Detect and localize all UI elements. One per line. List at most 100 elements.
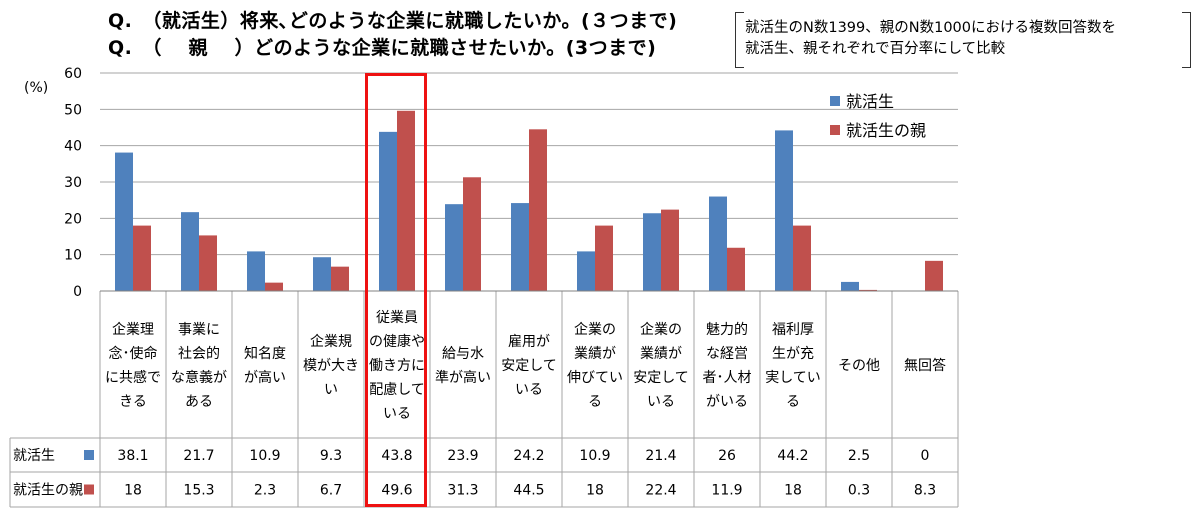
table-cell-value: 44.5 (513, 483, 544, 499)
note-bracket-left (735, 12, 744, 68)
table-cell-value: 21.4 (645, 448, 676, 464)
table-legend-swatch (84, 484, 94, 495)
category-label: に共感で (105, 369, 161, 386)
category-label: な意義が (171, 369, 227, 386)
legend-label: 就活生 (846, 92, 894, 111)
legend-swatch (830, 125, 840, 135)
bar-parent (199, 235, 217, 291)
table-cell-value: 18 (784, 483, 802, 499)
category-label: がいる (706, 394, 748, 410)
note-bracket-right (1182, 12, 1191, 68)
category-label: 企業の (574, 321, 616, 338)
category-label: 安定して (633, 370, 689, 386)
y-tick-label: 60 (64, 66, 82, 82)
bar-student (445, 204, 463, 291)
category-label: 働き方に (369, 358, 425, 374)
category-label: 知名度 (244, 345, 286, 362)
bar-parent (397, 110, 415, 291)
note-line-1: 就活生のN数1399、親のN数1000における複数回答数を (745, 20, 1116, 36)
highlight-box (365, 73, 427, 507)
y-axis-unit-label: (%) (24, 80, 48, 96)
table-cell-value: 22.4 (645, 483, 676, 499)
bar-parent (529, 129, 547, 291)
note-box: 就活生のN数1399、親のN数1000における複数回答数を 就活生、親それぞれで… (735, 12, 1191, 68)
y-tick-label: 40 (64, 139, 82, 155)
category-label: 給与水 (442, 346, 484, 362)
category-label: な経営 (706, 346, 748, 362)
category-label: の健康や (369, 333, 425, 350)
question-title-parent: Q. （ 親 ）どのような企業に就職させたいか。(3つまで) (108, 37, 657, 59)
table-cell-value: 11.9 (711, 483, 742, 499)
category-label: 準が高い (435, 369, 491, 386)
table-cell-value: 6.7 (320, 483, 342, 499)
category-label: その他 (838, 358, 880, 374)
category-label: いる (647, 394, 675, 410)
bar-student (841, 281, 859, 291)
bar-student (247, 251, 265, 291)
table-cell-value: 15.3 (183, 483, 214, 499)
category-label: 社会的 (178, 346, 220, 362)
bar-student (577, 251, 595, 291)
bar-parent (661, 209, 679, 291)
category-label: 魅力的 (706, 322, 748, 338)
table-cell-value: 8.3 (914, 483, 936, 499)
bar-student (643, 213, 661, 291)
bar-parent (793, 225, 811, 291)
bar-student (511, 203, 529, 291)
table-cell-value: 2.3 (254, 483, 276, 499)
table-cell-value: 43.8 (381, 448, 412, 464)
bar-parent (463, 177, 481, 291)
table-row-header: 就活生 (13, 448, 55, 464)
bar-parent (859, 289, 877, 291)
category-label: 生が充 (772, 346, 814, 362)
table-cell-value: 21.7 (183, 448, 214, 464)
category-label: い (324, 382, 338, 398)
category-label: 事業に (178, 322, 220, 338)
bar-student (313, 257, 331, 291)
category-label: 念･使命 (109, 345, 158, 362)
bar-parent (265, 282, 283, 291)
category-label: 伸びてい (567, 370, 623, 386)
category-label: ある (185, 394, 213, 410)
bar-parent (925, 260, 943, 291)
category-label: る (786, 394, 800, 410)
bar-student (709, 196, 727, 291)
category-label: いる (383, 406, 411, 422)
category-label: 業績が (640, 346, 682, 362)
table-cell-value: 31.3 (447, 483, 478, 499)
y-tick-label: 0 (73, 284, 82, 300)
question-title-student: Q. （就活生）将来､どのような企業に就職したいか。(３つまで) (108, 10, 678, 32)
table-cell-value: 18 (124, 483, 142, 499)
category-label: 者･人材 (703, 370, 752, 386)
table-cell-value: 38.1 (117, 448, 148, 464)
category-label: 雇用が (508, 333, 550, 350)
table-cell-value: 44.2 (777, 448, 808, 464)
note-text: 就活生のN数1399、親のN数1000における複数回答数を 就活生、親それぞれで… (745, 18, 1116, 60)
legend-label: 就活生の親 (846, 121, 926, 140)
table-cell-value: 0 (921, 448, 930, 464)
category-label: 実してい (765, 370, 821, 386)
category-label: 安定して (501, 358, 557, 374)
table-legend-swatch (84, 450, 94, 460)
note-line-2: 就活生、親それぞれで百分率にして比較 (745, 41, 1006, 57)
bar-parent (331, 266, 349, 291)
bar-student (115, 152, 133, 291)
table-cell-value: 9.3 (320, 448, 342, 464)
category-label: 無回答 (904, 357, 946, 374)
bar-student (775, 130, 793, 291)
table-cell-value: 10.9 (249, 448, 280, 464)
y-tick-label: 20 (64, 211, 82, 227)
bar-student (379, 131, 397, 291)
table-cell-value: 23.9 (447, 448, 478, 464)
category-label: 従業員 (376, 310, 418, 326)
category-label: 福利厚 (772, 322, 814, 338)
category-label: る (588, 394, 602, 410)
y-tick-label: 30 (64, 175, 82, 191)
category-label: 配慮して (369, 382, 425, 398)
legend-swatch (830, 96, 840, 106)
category-label: 業績が (574, 346, 616, 362)
table-cell-value: 26 (718, 448, 736, 464)
category-label: 企業理 (112, 321, 154, 338)
table-cell-value: 18 (586, 483, 604, 499)
